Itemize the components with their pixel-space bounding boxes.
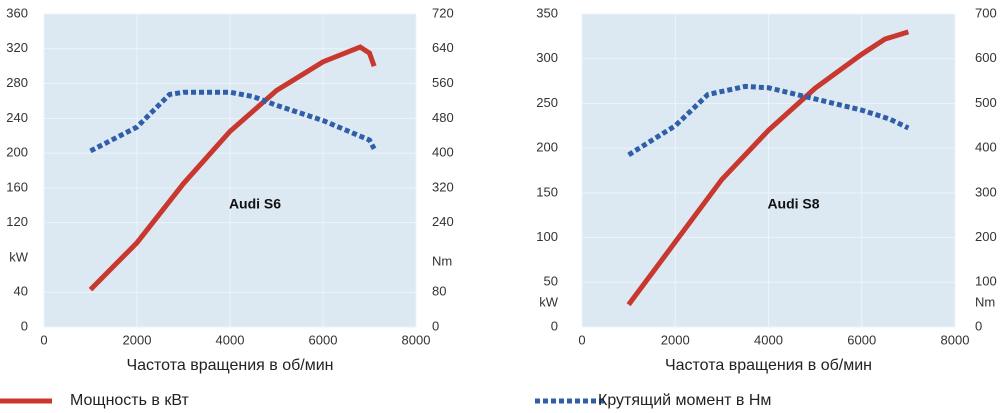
y2-tick-label: 600 xyxy=(975,50,997,65)
y-tick-label: 360 xyxy=(6,5,28,20)
x-axis-label: Частота вращения в об/мин xyxy=(126,357,333,374)
y-axis-label: kW xyxy=(539,294,559,309)
y-tick-label: 280 xyxy=(6,75,28,90)
y2-tick-label: 400 xyxy=(975,140,997,155)
y-tick-label: 50 xyxy=(544,274,558,289)
y2-tick-label: 700 xyxy=(975,5,997,20)
x-tick-label: 6000 xyxy=(309,332,338,347)
y2-tick-label: 240 xyxy=(432,214,454,229)
y-tick-label: 0 xyxy=(21,318,28,333)
y-tick-label: 250 xyxy=(536,95,558,110)
x-tick-label: 2000 xyxy=(123,332,152,347)
y2-tick-label: 500 xyxy=(975,95,997,110)
y-tick-label: 160 xyxy=(6,179,28,194)
y2-tick-label: 100 xyxy=(975,274,997,289)
y2-tick-label: 300 xyxy=(975,184,997,199)
y-tick-label: 150 xyxy=(536,184,558,199)
y2-tick-label: 0 xyxy=(432,318,439,333)
y2-tick-label: 80 xyxy=(432,284,446,299)
y-tick-label: 240 xyxy=(6,110,28,125)
y2-tick-label: 480 xyxy=(432,110,454,125)
legend-label: Крутящий момент в Нм xyxy=(598,392,771,409)
y-tick-label: 0 xyxy=(551,318,558,333)
y2-axis-label: Nm xyxy=(975,294,995,309)
y-tick-label: 200 xyxy=(6,145,28,160)
y-tick-label: 300 xyxy=(536,50,558,65)
y2-tick-label: 640 xyxy=(432,40,454,55)
x-tick-label: 2000 xyxy=(661,332,690,347)
legend-label: Мощность в кВт xyxy=(70,392,190,409)
y-tick-label: 40 xyxy=(14,284,28,299)
y-tick-label: 200 xyxy=(536,140,558,155)
y2-tick-label: 0 xyxy=(975,318,982,333)
y2-axis-label: Nm xyxy=(432,253,452,268)
x-tick-label: 4000 xyxy=(754,332,783,347)
x-tick-label: 4000 xyxy=(216,332,245,347)
annotation: Audi S6 xyxy=(229,196,281,212)
series-line xyxy=(626,29,910,307)
y2-tick-label: 200 xyxy=(975,229,997,244)
y2-tick-label: 320 xyxy=(432,179,454,194)
y-tick-label: 100 xyxy=(536,229,558,244)
x-axis-label: Частота вращения в об/мин xyxy=(665,357,872,374)
series-line xyxy=(627,83,910,157)
x-tick-label: 8000 xyxy=(402,332,431,347)
annotation: Audi S8 xyxy=(767,196,819,212)
x-tick-label: 0 xyxy=(578,332,585,347)
y-tick-label: 350 xyxy=(536,5,558,20)
y-tick-label: 120 xyxy=(6,214,28,229)
y-axis-label: kW xyxy=(9,249,29,264)
x-tick-label: 8000 xyxy=(941,332,970,347)
y2-tick-label: 720 xyxy=(432,5,454,20)
y2-tick-label: 400 xyxy=(432,145,454,160)
x-tick-label: 6000 xyxy=(847,332,876,347)
y2-tick-label: 560 xyxy=(432,75,454,90)
series-line xyxy=(88,44,377,292)
y-tick-label: 320 xyxy=(6,40,28,55)
series-line xyxy=(89,89,377,154)
x-tick-label: 0 xyxy=(40,332,47,347)
